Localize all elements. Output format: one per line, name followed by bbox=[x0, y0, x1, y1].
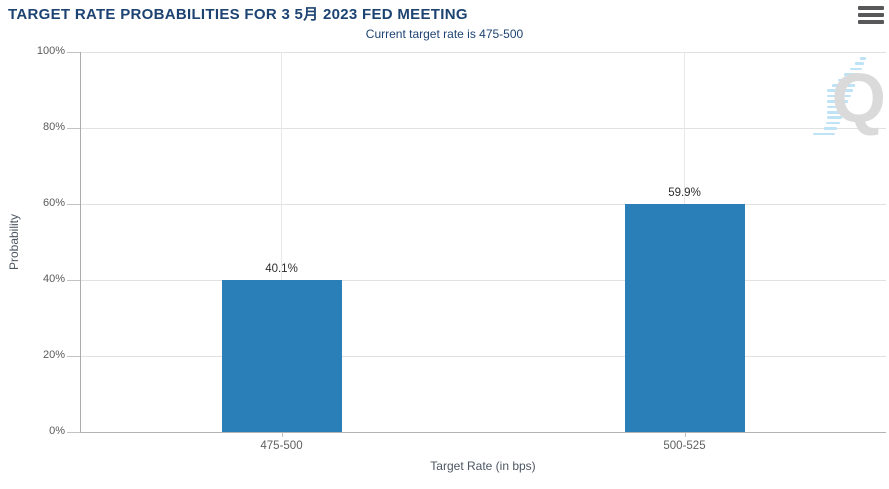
logo-dash bbox=[827, 105, 847, 109]
y-axis-tick bbox=[67, 280, 80, 281]
quikstrike-logo: Q bbox=[813, 55, 888, 137]
y-axis-title: Probability bbox=[7, 213, 21, 271]
y-axis-tick-label: 40% bbox=[42, 273, 65, 285]
logo-dash bbox=[849, 67, 862, 71]
y-axis-tick-label: 20% bbox=[42, 349, 65, 361]
logo-dash bbox=[813, 132, 836, 136]
logo-dash bbox=[860, 57, 866, 60]
y-axis-tick-label: 60% bbox=[42, 197, 65, 209]
chart-title: TARGET RATE PROBABILITIES FOR 3 5月 2023 … bbox=[8, 6, 468, 23]
y-axis-tick-label: 100% bbox=[36, 45, 65, 57]
bar-value-label: 40.1% bbox=[265, 262, 298, 275]
hamburger-bar bbox=[858, 13, 884, 17]
gridline-horizontal bbox=[80, 51, 886, 53]
gridline-horizontal bbox=[80, 203, 886, 205]
y-axis-tick bbox=[67, 356, 80, 357]
bar-value-label: 59.9% bbox=[668, 187, 701, 200]
logo-dash bbox=[827, 100, 849, 103]
chart-subtitle: Current target rate is 475-500 bbox=[365, 27, 524, 41]
x-axis-tick bbox=[684, 432, 686, 437]
logo-dash bbox=[832, 84, 855, 87]
x-axis-line bbox=[80, 432, 886, 433]
hamburger-menu-icon[interactable] bbox=[858, 6, 884, 27]
logo-dash bbox=[844, 73, 860, 76]
y-axis-tick bbox=[67, 432, 80, 433]
y-axis-tick bbox=[67, 128, 80, 129]
x-axis-category-label: 475-500 bbox=[260, 440, 303, 452]
gridline-vertical bbox=[281, 52, 282, 432]
logo-dash bbox=[824, 127, 838, 130]
logo-dash bbox=[854, 62, 864, 65]
y-axis-tick bbox=[67, 204, 80, 205]
logo-q-letter: Q bbox=[831, 59, 886, 137]
logo-dash bbox=[838, 78, 858, 82]
hamburger-bar bbox=[858, 6, 884, 10]
hamburger-bar bbox=[858, 20, 884, 24]
bar[interactable] bbox=[624, 204, 745, 432]
bar[interactable] bbox=[221, 279, 342, 432]
y-axis-line bbox=[80, 52, 81, 432]
logo-dash bbox=[826, 94, 851, 98]
x-axis-title: Target Rate (in bps) bbox=[430, 459, 536, 473]
gridline-horizontal bbox=[80, 127, 886, 129]
gridline-horizontal bbox=[80, 355, 886, 357]
x-axis-category-label: 500-525 bbox=[663, 440, 706, 452]
x-axis-tick bbox=[281, 432, 283, 437]
logo-dash bbox=[825, 121, 840, 125]
logo-dash bbox=[826, 116, 842, 119]
gridline-horizontal bbox=[80, 279, 886, 281]
logo-dash bbox=[826, 89, 853, 92]
y-axis-tick-label: 80% bbox=[42, 121, 65, 133]
logo-dash bbox=[827, 111, 844, 114]
y-axis-tick-label: 0% bbox=[49, 425, 65, 437]
y-axis-tick bbox=[67, 52, 80, 53]
